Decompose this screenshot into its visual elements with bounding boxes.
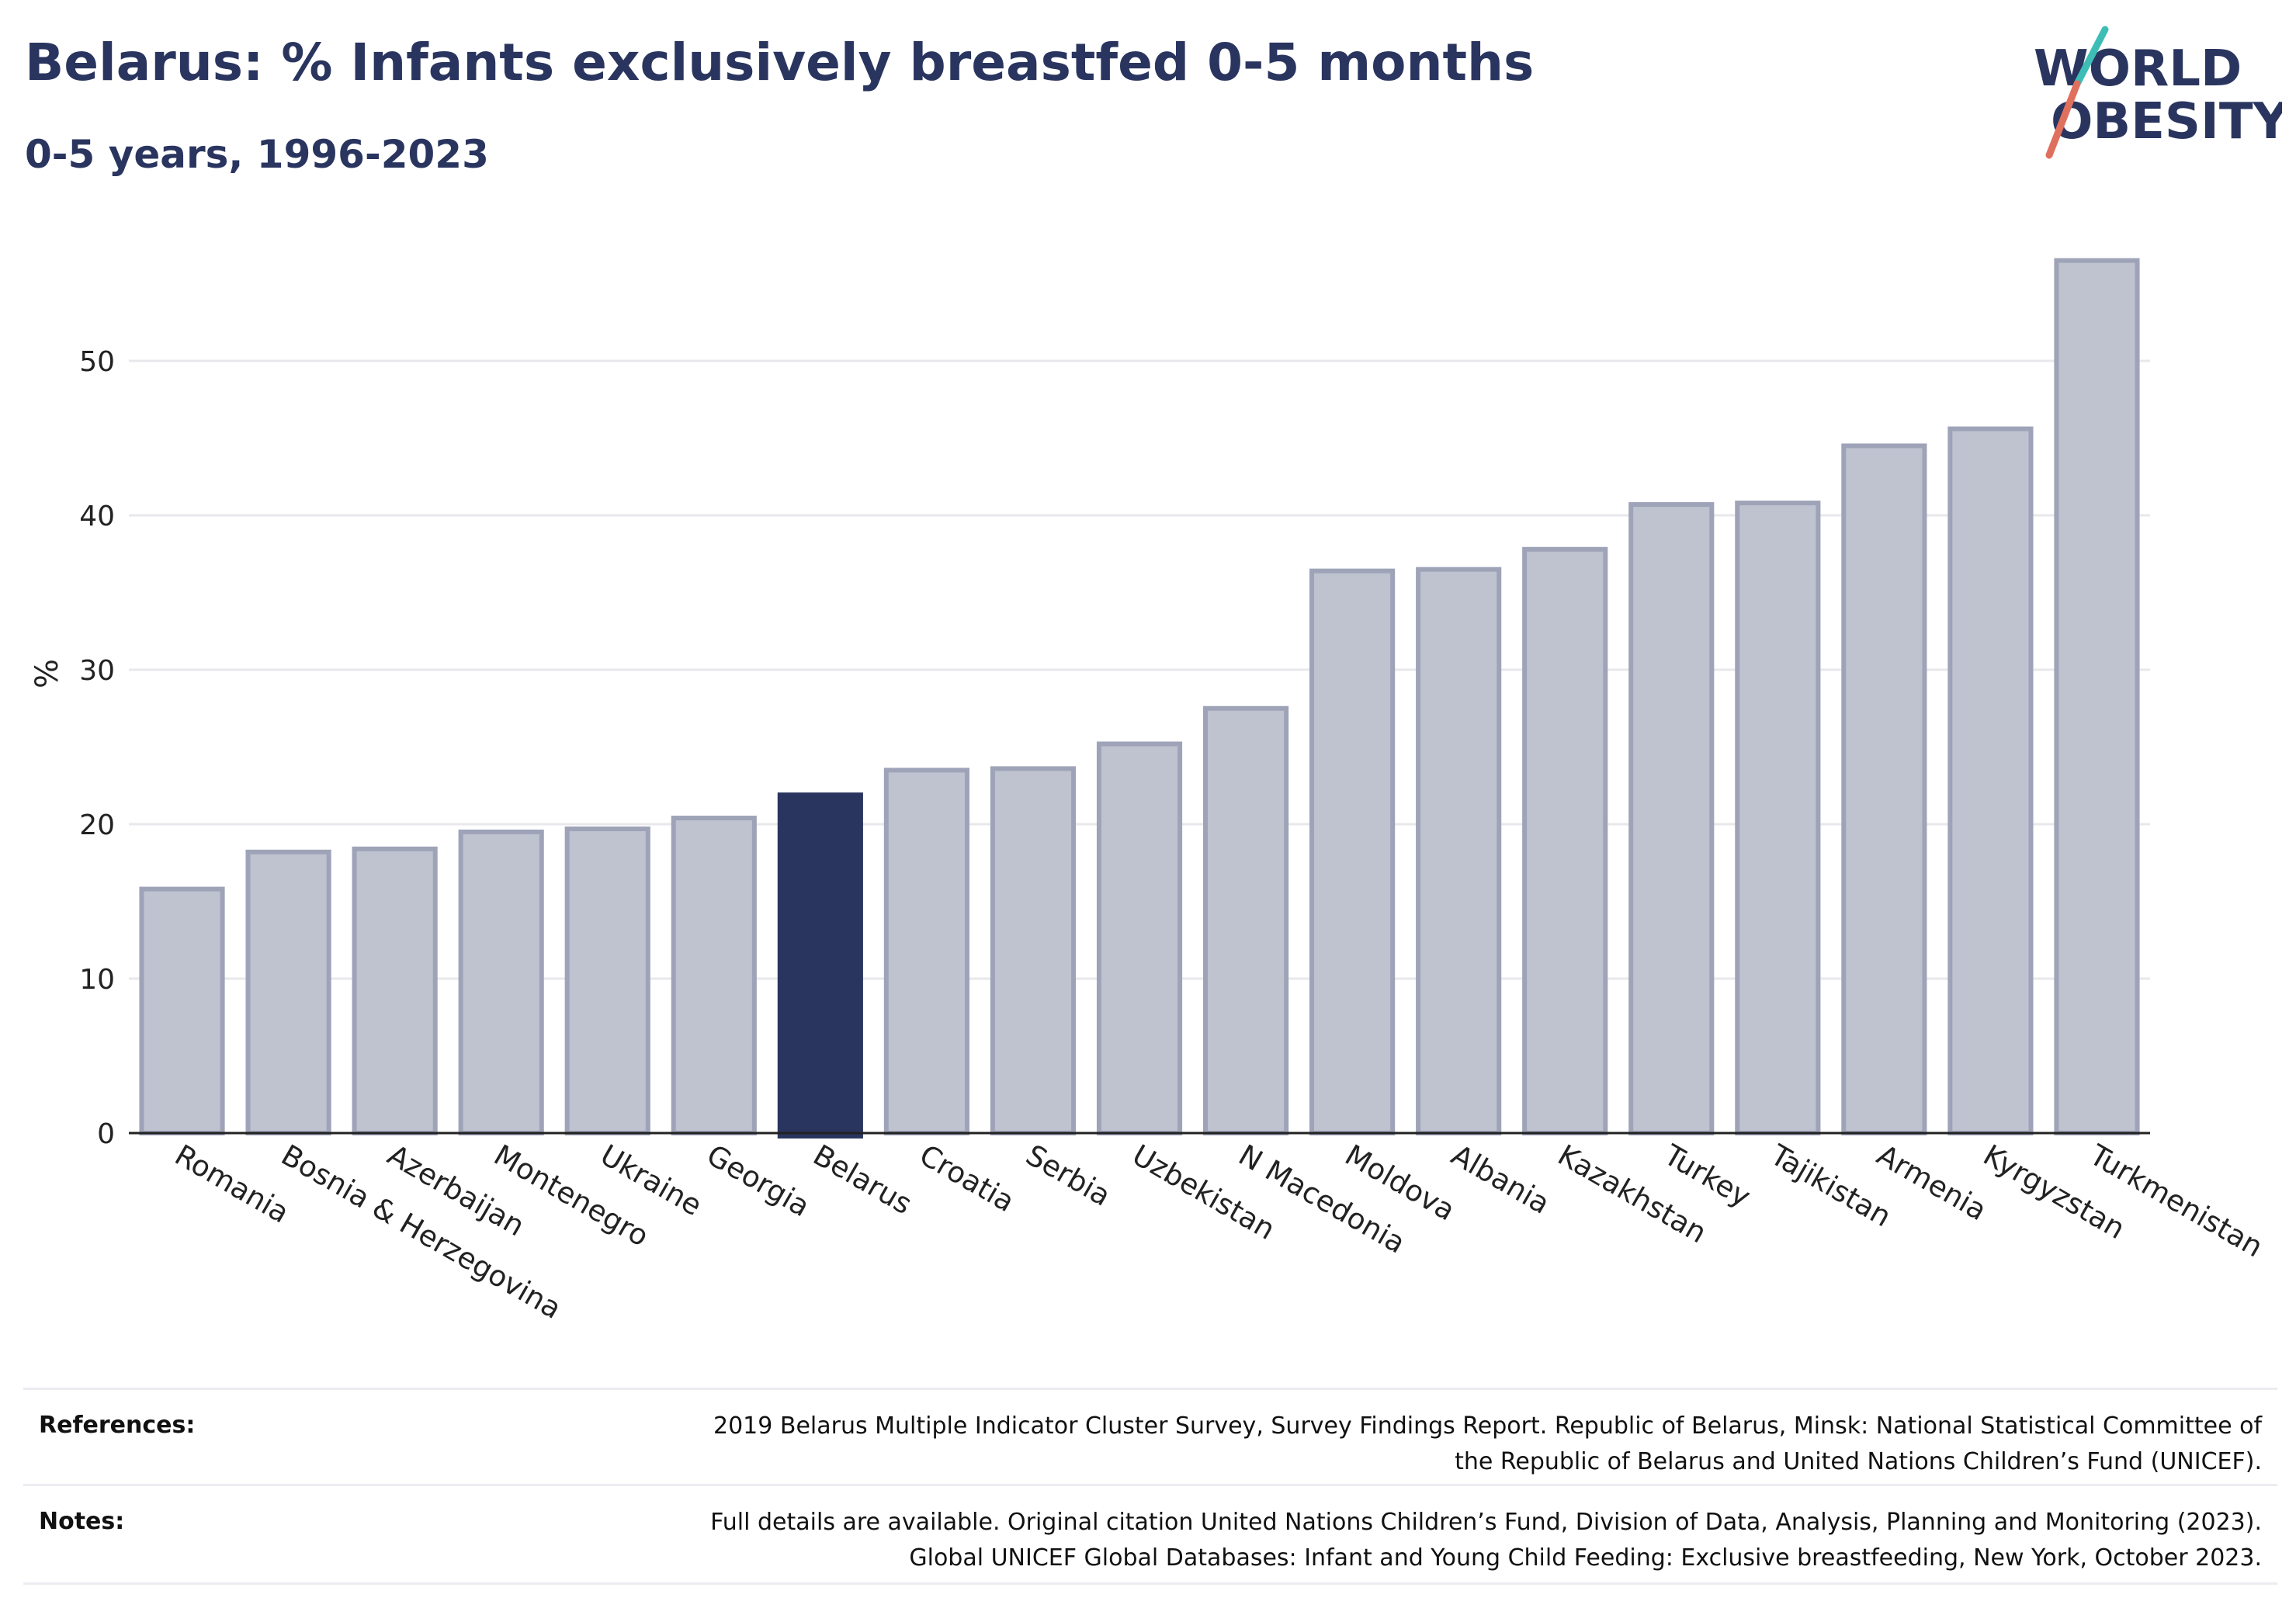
y-tick-label: 20 bbox=[79, 809, 115, 841]
x-category-label: Turkmenistan bbox=[2083, 1138, 2268, 1263]
bar-kazakhstan bbox=[1522, 546, 1608, 1135]
bar-montenegro bbox=[458, 829, 544, 1135]
notes-row: Notes: Full details are available. Origi… bbox=[23, 1484, 2277, 1585]
notes-label: Notes: bbox=[39, 1508, 125, 1535]
logo-slash-teal-icon bbox=[2073, 26, 2109, 88]
x-category-label: Romania bbox=[169, 1139, 295, 1230]
bar-kyrgyzstan bbox=[1947, 426, 2034, 1135]
y-tick-label: 0 bbox=[97, 1118, 115, 1150]
notes-line: Global UNICEF Global Databases: Infant a… bbox=[909, 1544, 2262, 1572]
bar-serbia bbox=[990, 766, 1077, 1135]
world-obesity-logo: WORLD OBESITY bbox=[2034, 26, 2282, 159]
bar-moldova bbox=[1309, 568, 1396, 1135]
logo-text-world: WORLD bbox=[2034, 40, 2242, 98]
bar-turkmenistan bbox=[2054, 258, 2140, 1135]
x-category-label: Serbia bbox=[1020, 1139, 1116, 1213]
x-category-label: Croatia bbox=[914, 1139, 1020, 1219]
y-tick-label: 30 bbox=[79, 655, 115, 687]
x-category-label: Belarus bbox=[807, 1139, 917, 1222]
bar-tajikistan bbox=[1735, 501, 1821, 1135]
bar-ukraine bbox=[564, 826, 650, 1135]
bar-belarus bbox=[777, 792, 863, 1139]
bar-croatia bbox=[883, 768, 969, 1135]
references-line: 2019 Belarus Multiple Indicator Cluster … bbox=[713, 1412, 2262, 1440]
references-label: References: bbox=[39, 1412, 196, 1439]
x-category-label: Tajikistan bbox=[1764, 1138, 1897, 1233]
bar-romania bbox=[139, 886, 225, 1135]
notes-line: Full details are available. Original cit… bbox=[710, 1509, 2262, 1536]
x-category-label: Albania bbox=[1446, 1139, 1556, 1221]
bar-turkey bbox=[1628, 502, 1715, 1135]
bar-uzbekistan bbox=[1096, 741, 1183, 1136]
y-tick-label: 50 bbox=[79, 346, 115, 378]
bar-armenia bbox=[1841, 443, 1927, 1135]
references-line: the Republic of Belarus and United Natio… bbox=[1455, 1448, 2262, 1475]
references-text: 2019 Belarus Multiple Indicator Cluster … bbox=[713, 1409, 2262, 1480]
x-category-label: Georgia bbox=[701, 1139, 815, 1224]
references-row: References: 2019 Belarus Multiple Indica… bbox=[23, 1388, 2277, 1486]
bar-azerbaijan bbox=[352, 846, 438, 1135]
y-axis-title: % bbox=[29, 659, 65, 688]
bar-georgia bbox=[671, 816, 757, 1136]
chart-title: Belarus: % Infants exclusively breastfed… bbox=[25, 33, 1535, 92]
logo-slash-coral-icon bbox=[2045, 80, 2081, 159]
chart-subtitle: 0-5 years, 1996-2023 bbox=[25, 132, 489, 177]
y-tick-label: 10 bbox=[79, 964, 115, 996]
bar-n-macedonia bbox=[1202, 705, 1289, 1135]
bar-bosnia-herzegovina bbox=[245, 849, 331, 1135]
logo-text-obesity: OBESITY bbox=[2051, 93, 2282, 151]
notes-text: Full details are available. Original cit… bbox=[710, 1505, 2262, 1576]
bar-albania bbox=[1416, 567, 1502, 1135]
y-tick-label: 40 bbox=[79, 501, 115, 532]
y-tick-labels: 0 10 20 30 40 50 bbox=[79, 346, 115, 1150]
bars bbox=[139, 258, 2140, 1139]
